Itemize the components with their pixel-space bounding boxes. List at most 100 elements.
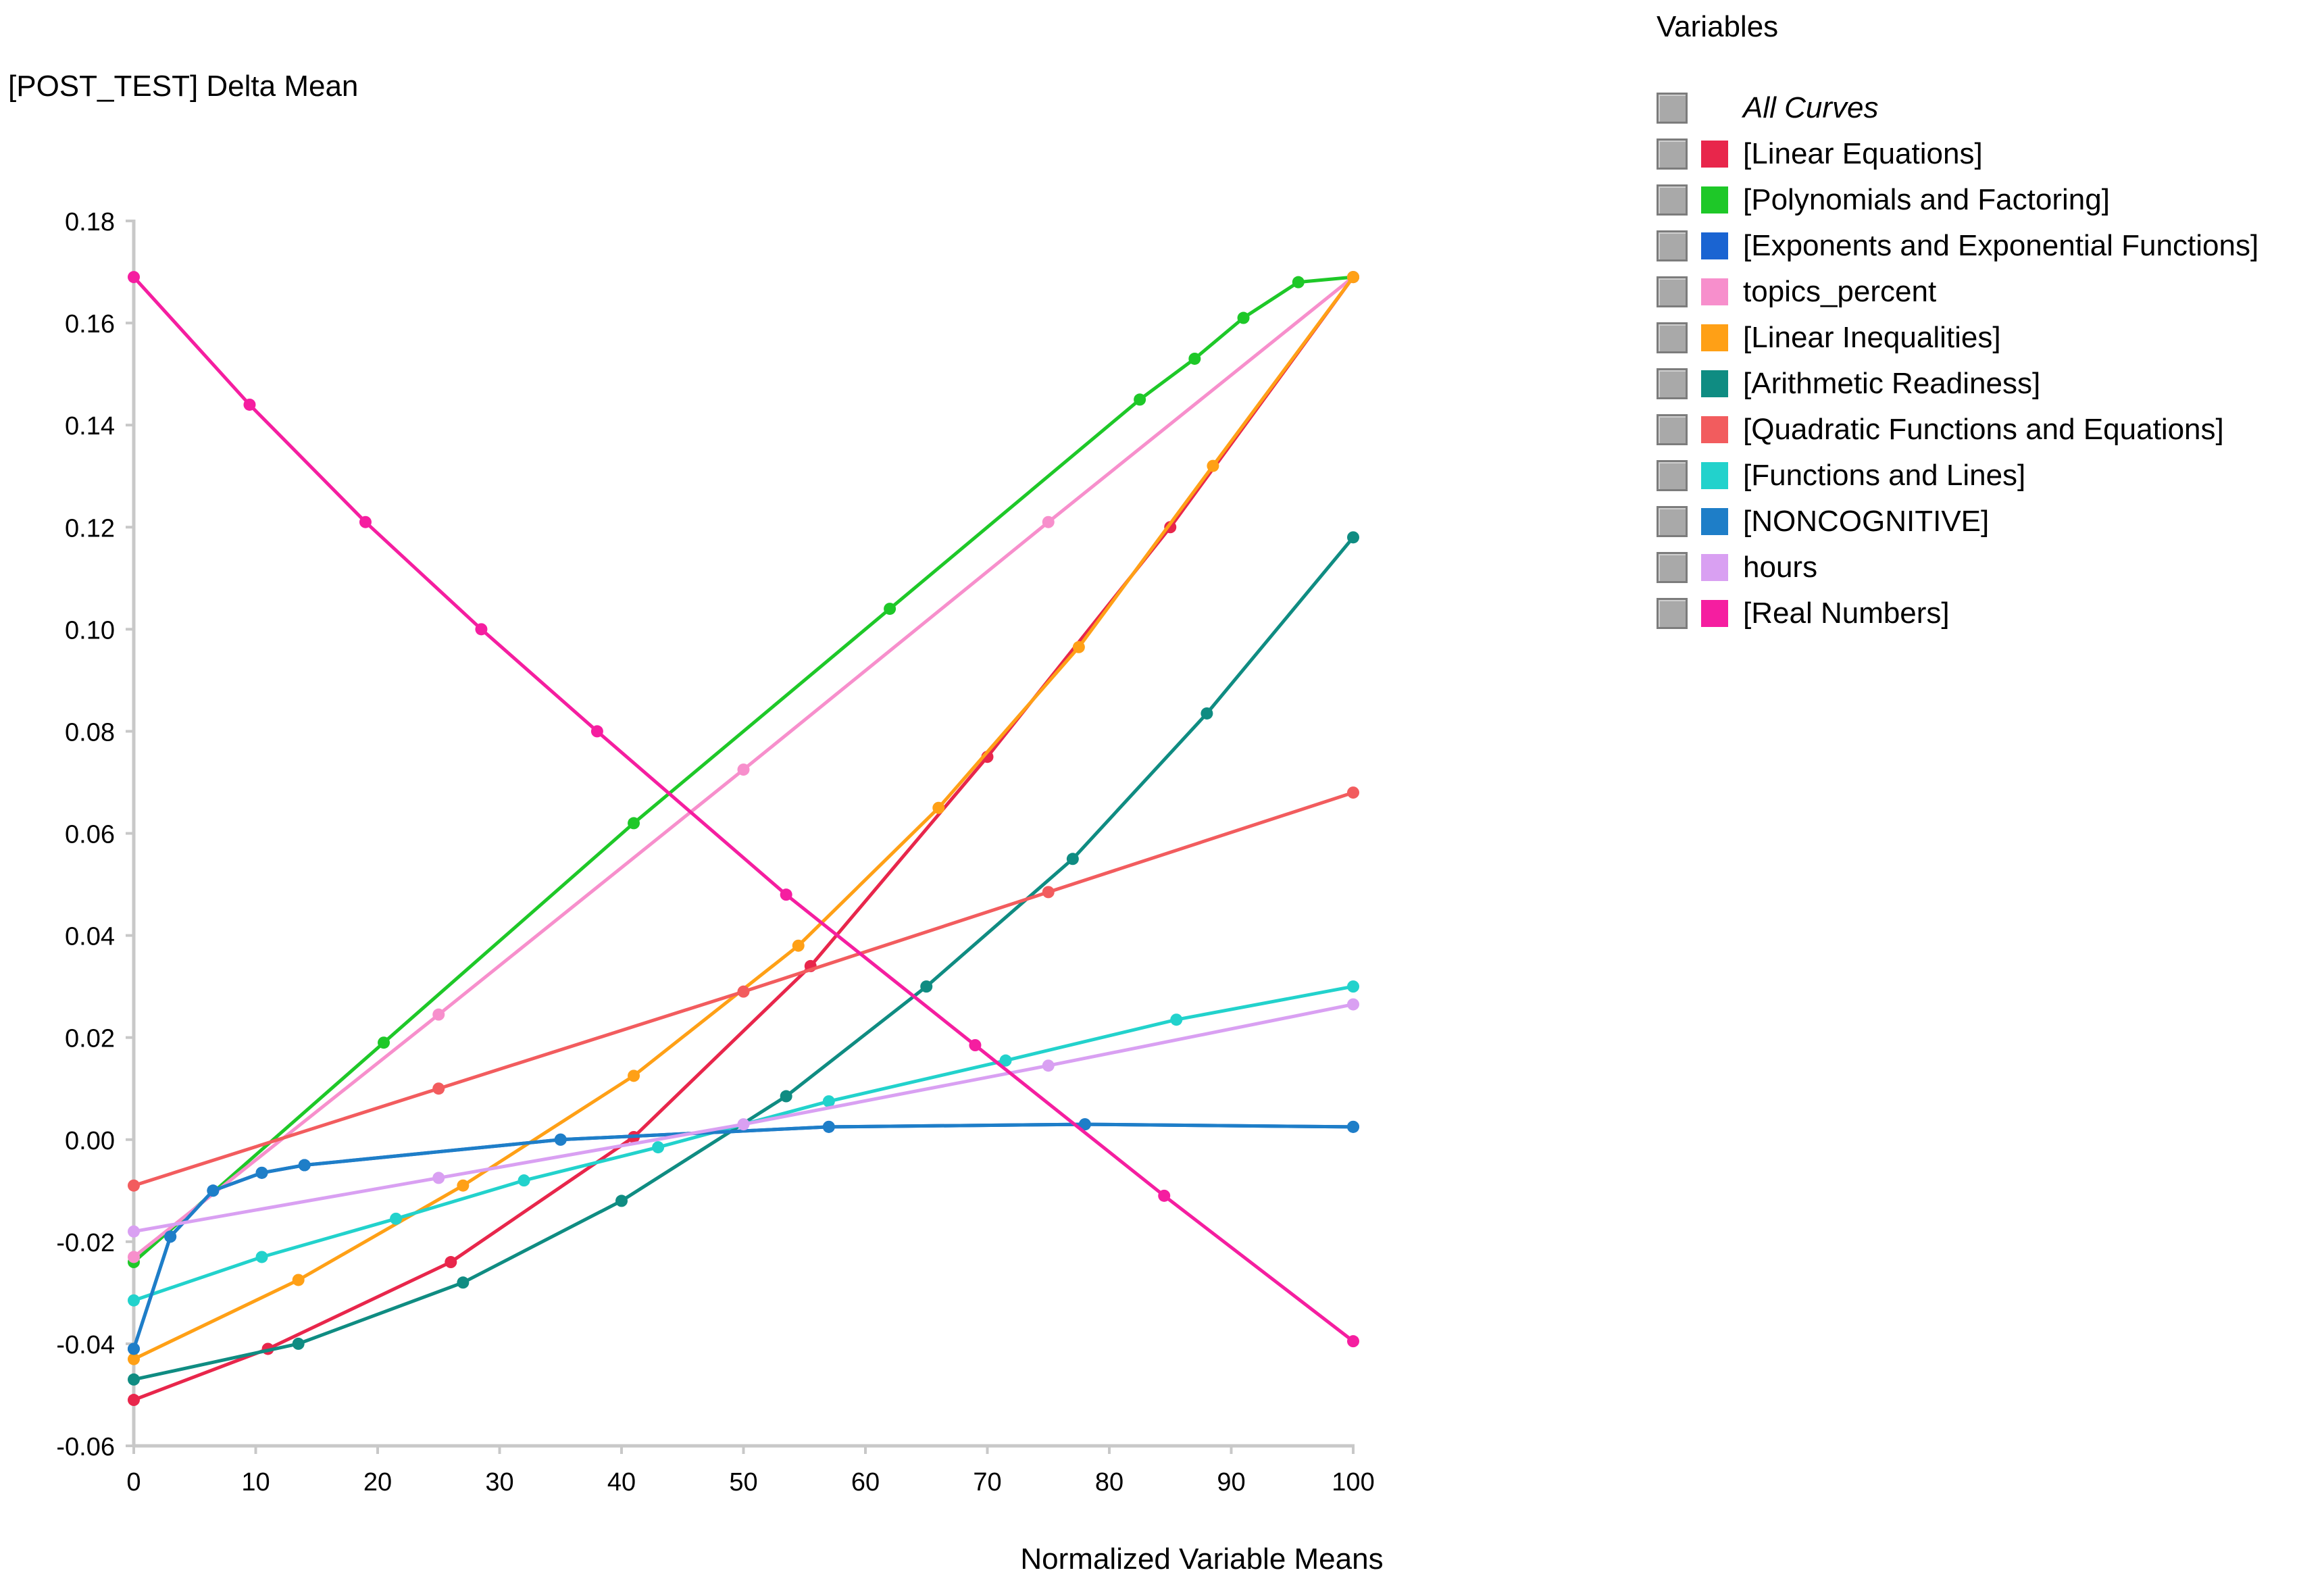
series-noncognitive (128, 1118, 1359, 1355)
data-point (1347, 998, 1359, 1011)
legend-swatch (1701, 278, 1728, 305)
data-point (292, 1274, 305, 1286)
legend-swatch (1701, 324, 1728, 351)
data-point (1347, 786, 1359, 799)
legend-label: topics_percent (1743, 275, 1937, 308)
x-tick-label: 70 (973, 1468, 1001, 1497)
legend-item-hours[interactable]: hours (1657, 545, 2258, 591)
legend-label: [Exponents and Exponential Functions] (1743, 229, 2259, 262)
y-tick-label: -0.04 (56, 1331, 115, 1359)
legend-checkbox[interactable] (1657, 322, 1688, 353)
legend-item-topics-percent[interactable]: topics_percent (1657, 269, 2258, 315)
legend-label: hours (1743, 551, 1818, 584)
legend-item-all-curves[interactable]: All Curves (1657, 85, 2258, 131)
legend-item-linear-inequalities[interactable]: [Linear Inequalities] (1657, 315, 2258, 361)
data-point (432, 1008, 445, 1021)
legend-label: [Functions and Lines] (1743, 459, 2026, 492)
legend-checkbox[interactable] (1657, 414, 1688, 445)
data-point (128, 1251, 140, 1263)
data-point (1188, 352, 1201, 365)
series-real-numbers (128, 271, 1359, 1348)
legend-swatch (1701, 186, 1728, 213)
data-point (1170, 1013, 1183, 1026)
y-axis: -0.06 -0.04 -0.02 0.00 0.02 0.04 0.06 0.08 0.10 0… (56, 208, 136, 1461)
y-tick-label: 0.02 (65, 1025, 115, 1053)
data-point (822, 1095, 835, 1108)
legend-item-exponents-and-exponential-functions[interactable]: [Exponents and Exponential Functions] (1657, 223, 2258, 269)
data-point (457, 1179, 470, 1192)
legend-checkbox[interactable] (1657, 139, 1688, 170)
data-point (445, 1256, 457, 1269)
data-point (432, 1082, 445, 1095)
legend-checkbox[interactable] (1657, 276, 1688, 307)
series-line (133, 1003, 1354, 1234)
legend-item-polynomials-and-factoring[interactable]: [Polynomials and Factoring] (1657, 177, 2258, 223)
legend-item-noncognitive[interactable]: [NONCOGNITIVE] (1657, 499, 2258, 545)
data-point (128, 1342, 140, 1355)
legend-item-linear-equations[interactable]: [Linear Equations] (1657, 131, 2258, 177)
legend-item-real-numbers[interactable]: [Real Numbers] (1657, 591, 2258, 636)
series-line (133, 984, 1354, 1303)
data-point (1042, 1059, 1055, 1072)
legend-label: [Arithmetic Readiness] (1743, 367, 2041, 400)
legend-label: [Linear Equations] (1743, 137, 1983, 170)
data-point (128, 1373, 140, 1386)
legend-swatch (1701, 141, 1728, 168)
legend-checkbox[interactable] (1657, 552, 1688, 583)
legend-checkbox[interactable] (1657, 598, 1688, 629)
series-line (132, 276, 1355, 1361)
data-point (255, 1166, 268, 1179)
data-point (737, 763, 750, 776)
legend-checkbox[interactable] (1657, 368, 1688, 399)
data-point (298, 1159, 311, 1172)
data-point (255, 1251, 268, 1263)
data-point (1207, 459, 1219, 472)
data-point (164, 1230, 177, 1243)
data-point (884, 603, 896, 615)
series-topics-percent (128, 271, 1359, 1263)
x-tick-label: 0 (126, 1468, 141, 1497)
x-tick-label: 50 (729, 1468, 757, 1497)
data-point (1072, 640, 1085, 653)
legend-label: [Quadratic Functions and Equations] (1743, 413, 2224, 446)
legend-checkbox[interactable] (1657, 506, 1688, 537)
data-point (359, 516, 372, 528)
legend-checkbox[interactable] (1657, 460, 1688, 491)
legend-swatch (1701, 462, 1728, 489)
legend-item-quadratic-functions-and-equations[interactable]: [Quadratic Functions and Equations] (1657, 407, 2258, 453)
y-tick-label: -0.06 (56, 1433, 115, 1461)
data-point (1347, 531, 1359, 544)
plot-area (128, 271, 1359, 1407)
series-linear-inequalities (128, 271, 1359, 1365)
y-tick-label: 0.16 (65, 310, 115, 338)
x-tick-label: 30 (485, 1468, 513, 1497)
data-point (457, 1276, 470, 1289)
chart-title: [POST_TEST] Delta Mean (8, 70, 358, 103)
data-point (999, 1054, 1012, 1067)
data-point (292, 1337, 305, 1350)
data-point (1347, 271, 1359, 284)
y-tick-label: 0.12 (65, 514, 115, 543)
data-point (615, 1195, 628, 1207)
data-point (243, 398, 256, 411)
data-point (652, 1141, 665, 1154)
legend-checkbox[interactable] (1657, 230, 1688, 261)
data-point (969, 1038, 982, 1051)
legend-item-arithmetic-readiness[interactable]: [Arithmetic Readiness] (1657, 361, 2258, 407)
legend-checkbox[interactable] (1657, 184, 1688, 216)
data-point (432, 1172, 445, 1184)
series-line (132, 276, 1355, 1343)
series-quadratic-functions-and-equations (128, 786, 1359, 1192)
data-point (128, 1294, 140, 1307)
data-point (780, 888, 792, 901)
legend-swatch (1701, 232, 1728, 259)
legend-checkbox[interactable] (1657, 93, 1688, 124)
data-point (1158, 1189, 1171, 1202)
legend-swatch (1701, 416, 1728, 443)
x-tick-label: 100 (1332, 1468, 1374, 1497)
legend-item-functions-and-lines[interactable]: [Functions and Lines] (1657, 453, 2258, 499)
legend-label: [NONCOGNITIVE] (1743, 505, 1990, 538)
data-point (737, 985, 750, 998)
legend-label: [Real Numbers] (1743, 597, 1950, 630)
